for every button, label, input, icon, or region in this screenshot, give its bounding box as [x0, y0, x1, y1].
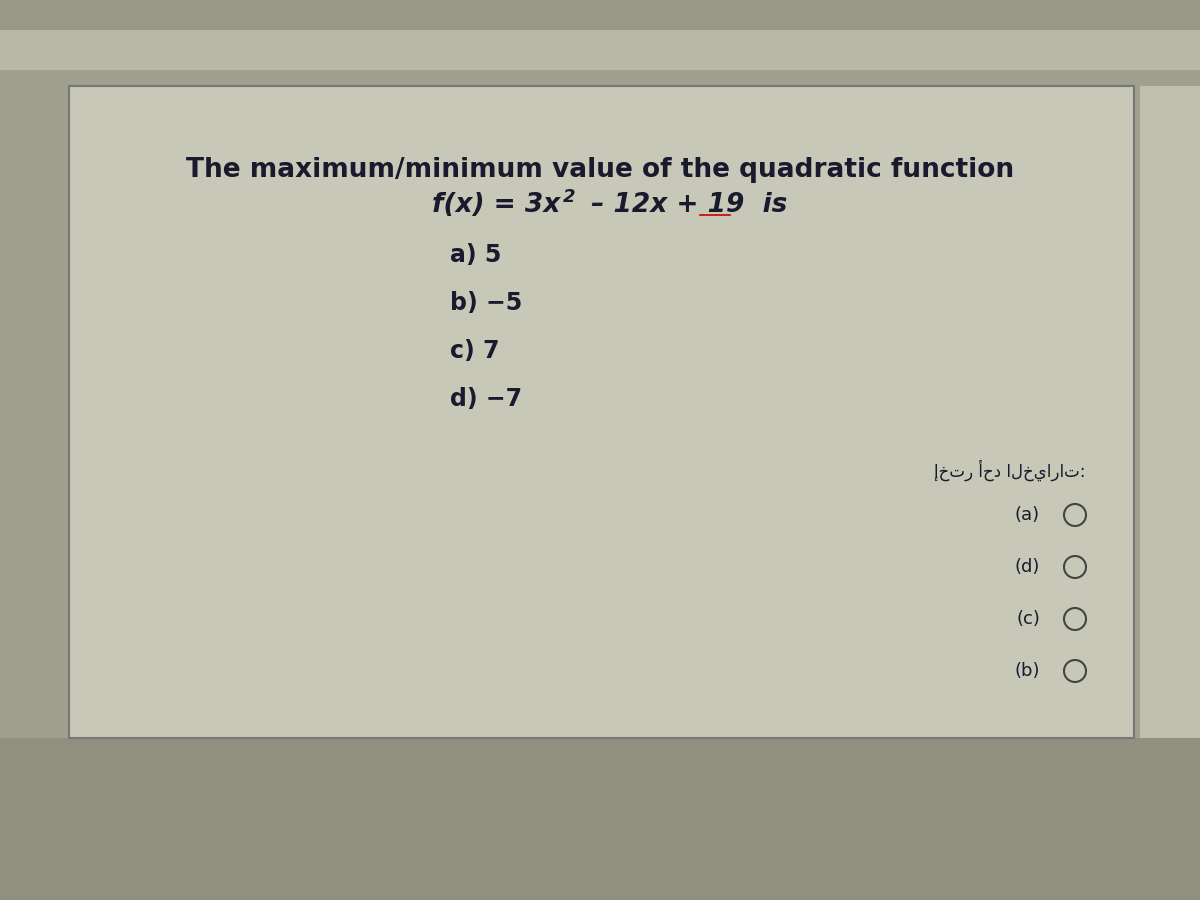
- Text: The maximum/minimum value of the quadratic function: The maximum/minimum value of the quadrat…: [186, 157, 1014, 183]
- Text: 2: 2: [563, 188, 576, 206]
- Text: b) −5: b) −5: [450, 291, 522, 315]
- Text: (d): (d): [1015, 558, 1040, 576]
- Bar: [0, 738, 1200, 900]
- Bar: [0, 0, 1200, 70]
- Text: a) 5: a) 5: [450, 243, 502, 267]
- Text: c) 7: c) 7: [450, 339, 499, 363]
- Bar: [0, 0, 1200, 30]
- Text: (c): (c): [1016, 610, 1040, 628]
- Bar: [70, 86, 1134, 738]
- Text: – 12x + 19  is: – 12x + 19 is: [582, 192, 787, 218]
- Text: (a): (a): [1015, 506, 1040, 524]
- Text: (b): (b): [1014, 662, 1040, 680]
- Bar: [1140, 86, 1200, 738]
- Text: d) −7: d) −7: [450, 387, 522, 411]
- Text: f(x) = 3x: f(x) = 3x: [432, 192, 560, 218]
- Text: إختر أحد الخيارات:: إختر أحد الخيارات:: [934, 459, 1085, 481]
